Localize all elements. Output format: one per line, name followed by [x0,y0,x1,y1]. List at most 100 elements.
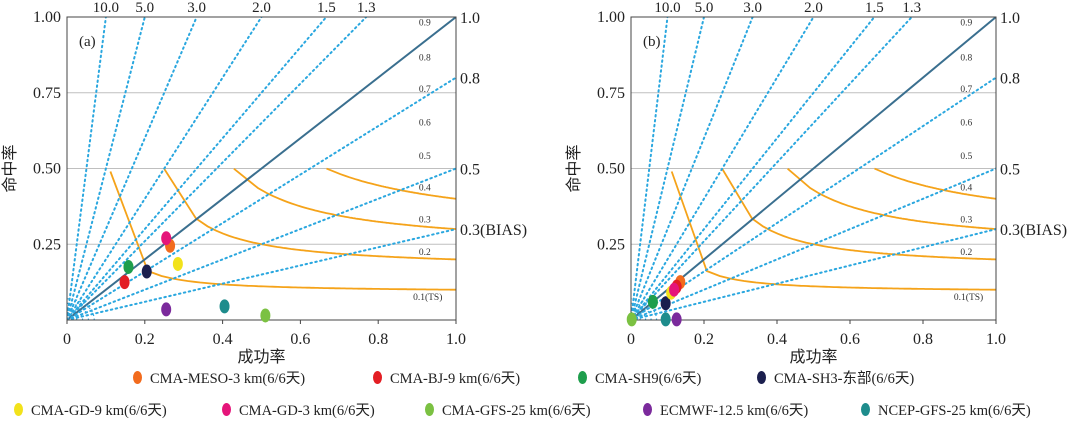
data-point [260,308,271,323]
legend-item: CMA-SH3-东部(6/6天) [757,366,914,388]
data-point [141,264,152,279]
bias-line [67,17,263,320]
data-point [119,275,130,290]
legend-item: CMA-MESO-3 km(6/6天) [133,366,305,388]
ts-label: 0.6 [419,119,431,129]
bias-top-label: 1.3 [357,0,376,16]
ts-label: 0.2 [419,248,431,258]
legend-label: CMA-MESO-3 km(6/6天) [150,370,306,387]
x-tick-label: 0.6 [840,331,860,348]
bias-line [631,17,815,320]
data-point [647,294,658,309]
ts-curve [163,168,456,261]
ts-label: 0.8 [419,53,431,63]
x-tick-label: 0.2 [694,331,714,348]
y-tick-label: 0.75 [597,85,625,102]
ts-label: 0.9 [960,19,972,29]
bias-line [631,17,705,320]
bias-right-label: 0.5 [1000,162,1020,179]
bias-top-label: 3.0 [187,0,206,16]
ts-curve [455,47,456,49]
x-tick-label: 0 [627,331,635,348]
legend-item: NCEP-GFS-25 km(6/6天) [861,398,1031,420]
legend-marker [643,402,652,416]
ts-label: 0.3 [960,215,972,225]
bias-right-label: 0.8 [1000,71,1020,88]
bias-right-label: 0.3(BIAS) [460,222,527,239]
legend-label: ECMWF-12.5 km(6/6天) [660,402,809,419]
bias-line [67,17,198,320]
bias-top-label: 1.5 [865,0,884,16]
bias-top-label: 3.0 [743,0,762,16]
ts-curve [326,167,456,200]
legend-item: CMA-GD-9 km(6/6天) [14,398,167,420]
data-point [161,231,172,246]
bias-line [67,17,146,320]
x-tick-label: 0.2 [135,331,155,348]
y-axis-title: 命中率 [0,144,19,192]
data-point [660,312,671,327]
ts-label: 0.3 [419,215,431,225]
legend-marker [757,370,766,384]
ts-curve [995,107,996,109]
bias-top-label: 5.0 [135,0,154,16]
legend-label: CMA-SH9(6/6天) [595,370,702,387]
y-tick-label: 0.25 [33,236,61,253]
ts-label: 0.4 [419,184,431,194]
ts-label: 0.6 [960,119,972,129]
plot-frame [66,16,457,321]
data-point [671,312,682,327]
bias-line [631,17,913,320]
ts-curve [995,47,996,49]
ts-label: 0.5 [960,152,972,162]
x-tick-label: 1.0 [986,331,1006,348]
x-tick-label: 1.0 [446,331,466,348]
legend-marker [373,370,382,384]
y-tick-label: 1.00 [597,9,625,26]
bias-line [67,228,456,320]
legend-marker [133,370,142,384]
data-point [669,282,680,297]
x-tick-label: 0.8 [368,331,388,348]
legend-label: CMA-GD-9 km(6/6天) [31,402,167,419]
bias-line [67,17,107,320]
y-tick-label: 0.50 [33,161,61,178]
ts-curve [721,168,996,261]
bias-line [631,167,996,320]
bias-top-label: 10.0 [93,0,119,16]
legend-label: NCEP-GFS-25 km(6/6天) [878,402,1031,419]
x-tick-label: 0.4 [767,331,787,348]
bias-top-label: 5.0 [695,0,714,16]
bias-line [67,76,456,320]
data-point [172,256,183,271]
legend-label: CMA-SH3-东部(6/6天) [774,370,915,387]
ts-curve [233,167,456,230]
legend-marker [425,402,434,416]
data-point [626,312,637,327]
bias-right-label: 1.0 [460,10,480,27]
legend-item: CMA-BJ-9 km(6/6天) [373,366,520,388]
ts-label: 0.1(TS) [954,292,983,303]
legend-label: CMA-GFS-25 km(6/6天) [442,402,591,419]
ts-label: 0.8 [960,53,972,63]
bias-top-label: 1.3 [902,0,921,16]
bias-line [631,17,876,320]
data-point [161,302,172,317]
panel-label: (a) [79,34,96,50]
x-tick-label: 0.8 [913,331,933,348]
legend-item: ECMWF-12.5 km(6/6天) [643,398,808,420]
ts-curve [455,107,456,109]
bias-line [67,17,328,320]
y-axis-title: 命中率 [564,144,583,192]
ts-curve [874,167,996,200]
ts-label: 0.1(TS) [413,292,442,303]
origin-arc [67,311,78,320]
panel-a: 0.1(TS) 0.2 0.3 0.4 0.5 0.6 0.7 0.8 0.9 10.0 5.0 3.… [0,0,527,366]
x-tick-label: 0.4 [213,331,233,348]
bias-top-label: 10.0 [654,0,680,16]
bias-top-label: 1.5 [317,0,336,16]
legend-item: CMA-GFS-25 km(6/6天) [425,398,591,420]
panel-label: (b) [643,34,661,50]
ts-curve [670,171,996,291]
